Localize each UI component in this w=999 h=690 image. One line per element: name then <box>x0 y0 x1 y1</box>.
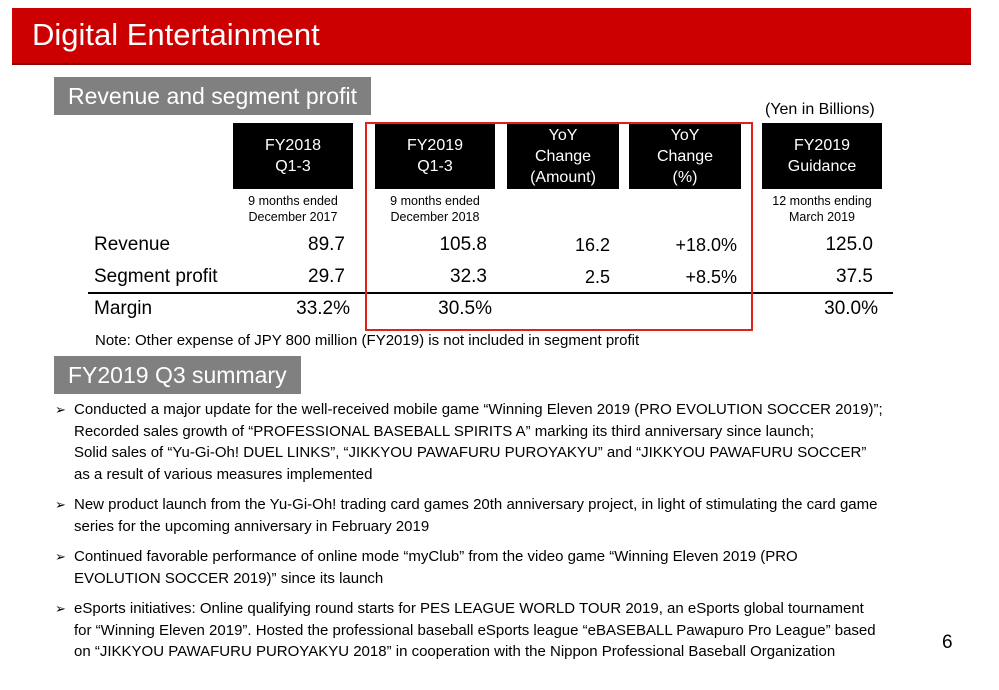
header-yoy-change-percent: YoY Change (%) <box>629 123 741 189</box>
revenue-fy2018: 89.7 <box>308 234 345 255</box>
unit-note: (Yen in Billions) <box>765 101 875 118</box>
header-yoy-change-amount: YoY Change (Amount) <box>507 123 619 189</box>
arrow-bullet-icon: ➢ <box>55 497 66 512</box>
segment-profit-yoy-amount: 2.5 <box>584 267 610 287</box>
revenue-section-label: Revenue and segment profit <box>54 77 371 115</box>
revenue-guidance: 125.0 <box>825 234 873 255</box>
arrow-bullet-icon: ➢ <box>55 601 66 616</box>
header-fy2019-q1-3: FY2019 Q1-3 <box>375 123 495 189</box>
summary-bullet-1: ➢ Conducted a major update for the well-… <box>55 401 883 483</box>
segment-profit-guidance: 37.5 <box>836 266 873 287</box>
page-number: 6 <box>942 632 953 653</box>
arrow-bullet-icon: ➢ <box>55 402 66 417</box>
title-banner: Digital Entertainment <box>12 8 971 65</box>
summary-bullet-list: ➢ Conducted a major update for the well-… <box>55 399 950 672</box>
table-note: Note: Other expense of JPY 800 million (… <box>95 332 640 349</box>
margin-guidance: 30.0% <box>824 298 878 319</box>
revenue-yoy-amount: 16.2 <box>574 235 610 255</box>
subheader-fy2018: 9 months ended December 2017 <box>248 194 338 224</box>
row-label-segment-profit: Segment profit <box>94 266 218 287</box>
row-label-revenue: Revenue <box>94 234 171 255</box>
revenue-fy2019: 105.8 <box>439 234 487 255</box>
summary-bullet-2: ➢ New product launch from the Yu-Gi-Oh! … <box>55 496 878 535</box>
revenue-yoy-percent: +18.0% <box>675 235 737 255</box>
margin-fy2019: 30.5% <box>438 298 492 319</box>
segment-profit-fy2019: 32.3 <box>450 266 487 287</box>
segment-profit-fy2018: 29.7 <box>308 266 345 287</box>
page-title: Digital Entertainment <box>32 17 320 52</box>
arrow-bullet-icon: ➢ <box>55 549 66 564</box>
summary-bullet-3: ➢ Continued favorable performance of onl… <box>55 548 798 587</box>
row-label-margin: Margin <box>94 298 153 319</box>
segment-profit-yoy-percent: +8.5% <box>685 267 737 287</box>
summary-section-label: FY2019 Q3 summary <box>54 356 301 394</box>
margin-fy2018: 33.2% <box>296 298 350 319</box>
table-divider <box>88 292 893 294</box>
header-fy2018-q1-3: FY2018 Q1-3 <box>233 123 353 189</box>
header-fy2019-guidance: FY2019 Guidance <box>762 123 882 189</box>
subheader-guidance: 12 months ending March 2019 <box>772 194 872 224</box>
subheader-fy2019: 9 months ended December 2018 <box>390 194 480 224</box>
summary-bullet-4: ➢ eSports initiatives: Online qualifying… <box>55 600 876 660</box>
fy2019-highlight-box <box>365 122 753 331</box>
